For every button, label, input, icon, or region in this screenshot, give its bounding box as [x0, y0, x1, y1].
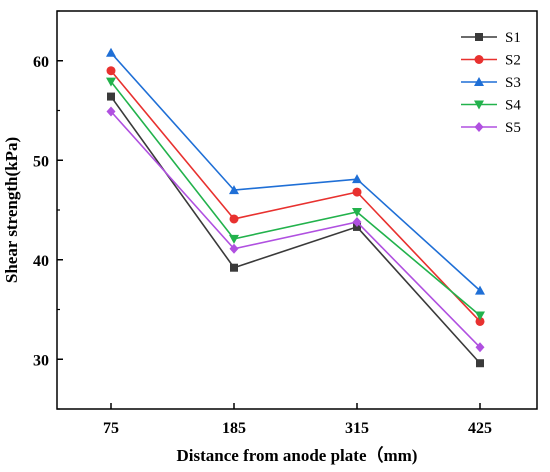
point-marker [474, 77, 484, 86]
x-tick-label: 185 [222, 420, 246, 437]
point-marker [352, 207, 362, 217]
point-marker [475, 33, 483, 41]
series-s5 [106, 106, 485, 353]
point-marker [476, 359, 484, 368]
legend-label: S3 [505, 75, 521, 91]
x-tick-label: 75 [103, 420, 119, 437]
series-line [110, 70, 481, 322]
point-marker [230, 263, 238, 272]
axis-layer: 30 40 50 60 75 185 315 425 [33, 10, 492, 437]
point-marker [106, 106, 116, 117]
point-marker [107, 92, 115, 101]
x-tick-label: 315 [345, 420, 369, 437]
legend-label: S1 [505, 30, 521, 46]
y-axis-title: Shear strength(kPa) [2, 137, 21, 283]
point-marker [352, 216, 362, 227]
y-tick-label: 50 [33, 153, 49, 170]
point-marker [475, 342, 485, 353]
point-marker [229, 185, 239, 195]
plot-frame [56, 10, 538, 410]
point-marker [106, 77, 116, 87]
point-marker [229, 234, 239, 244]
legend-item-s2: S2 [461, 53, 521, 69]
series-s4 [106, 77, 485, 321]
point-marker [352, 187, 362, 197]
series-s2 [106, 66, 485, 326]
point-marker [106, 47, 116, 57]
series-line [110, 96, 481, 364]
y-tick-label: 30 [33, 352, 49, 369]
series-line [110, 110, 481, 348]
x-tick-label: 425 [468, 420, 492, 437]
x-axis-title: Distance from anode plate（mm) [177, 445, 418, 465]
point-marker [229, 214, 239, 224]
point-marker [475, 285, 485, 295]
point-marker [475, 311, 485, 321]
legend-item-s4: S4 [461, 98, 521, 114]
y-tick-label: 60 [33, 54, 49, 71]
point-marker [352, 174, 362, 184]
point-marker [475, 316, 485, 326]
series-layer [106, 47, 485, 368]
point-marker [474, 122, 484, 132]
series-line [110, 52, 481, 292]
legend: S1 S2 S3 S4 S5 [461, 30, 521, 136]
series-s3 [106, 47, 485, 295]
series-line [110, 81, 481, 317]
point-marker [106, 66, 116, 76]
legend-item-s1: S1 [461, 30, 521, 46]
legend-item-s5: S5 [461, 120, 521, 136]
legend-label: S5 [505, 120, 521, 136]
point-marker [474, 100, 484, 110]
legend-label: S2 [505, 53, 521, 69]
point-marker [229, 243, 239, 254]
legend-item-s3: S3 [461, 75, 521, 91]
y-tick-label: 40 [33, 253, 49, 270]
point-marker [474, 55, 484, 64]
legend-label: S4 [505, 98, 521, 114]
